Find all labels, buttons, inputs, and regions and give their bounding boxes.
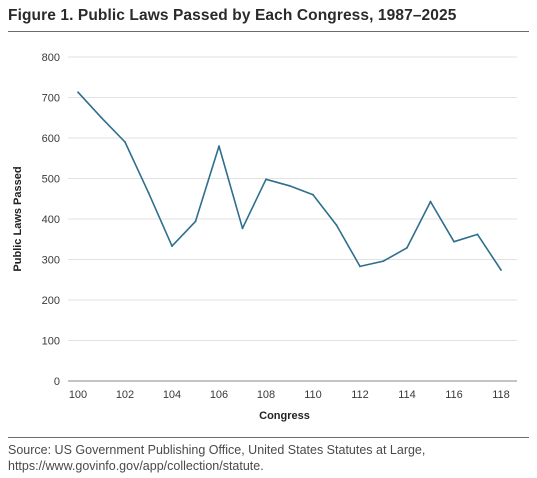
data-point [241, 227, 244, 230]
x-tick-labels: 100 102 104 106 108 110 112 114 116 118 [69, 389, 510, 401]
y-tick-label: 700 [42, 93, 60, 105]
data-point [100, 116, 103, 119]
x-tick-label: 108 [257, 389, 275, 401]
chart-title: Figure 1. Public Laws Passed by Each Con… [8, 7, 457, 24]
y-tick-labels: 0 100 200 300 400 500 600 700 800 [42, 52, 60, 388]
data-point [335, 224, 338, 226]
series-layer [77, 91, 502, 271]
x-tick-label: 104 [163, 389, 181, 401]
y-tick-label: 0 [54, 376, 60, 388]
data-point [77, 91, 79, 94]
data-point [476, 233, 479, 236]
y-tick-label: 200 [42, 295, 60, 307]
data-point [265, 178, 267, 181]
data-point [194, 220, 197, 223]
source-note: Source: US Government Publishing Office,… [8, 443, 426, 473]
y-tick-label: 400 [42, 214, 60, 226]
source-divider [8, 437, 529, 438]
x-tick-label: 112 [351, 389, 369, 401]
data-point [500, 269, 502, 271]
data-point [288, 184, 291, 187]
y-tick-label: 800 [42, 52, 60, 64]
data-point [406, 246, 408, 249]
data-point [147, 191, 150, 194]
data-point [382, 260, 385, 263]
x-tick-label: 116 [445, 389, 463, 401]
data-point [218, 145, 220, 148]
x-tick-label: 100 [69, 389, 87, 401]
y-tick-label: 300 [42, 255, 60, 267]
data-point [124, 141, 126, 143]
data-point [429, 200, 432, 203]
x-axis-label: Congress [259, 410, 310, 422]
y-tick-label: 100 [42, 336, 60, 348]
y-axis-label: Public Laws Passed [12, 166, 24, 271]
data-point [453, 240, 455, 243]
series-line [77, 91, 502, 271]
gridlines [68, 56, 517, 382]
data-point [359, 265, 361, 268]
data-point [171, 245, 173, 248]
x-tick-label: 114 [398, 389, 416, 401]
title-divider [8, 31, 529, 32]
y-tick-label: 600 [42, 133, 60, 145]
x-tick-label: 118 [492, 389, 510, 401]
y-tick-label: 500 [42, 174, 60, 186]
x-tick-label: 106 [210, 389, 228, 401]
x-tick-label: 102 [116, 389, 134, 401]
x-tick-label: 110 [304, 389, 322, 401]
data-point [312, 193, 314, 196]
